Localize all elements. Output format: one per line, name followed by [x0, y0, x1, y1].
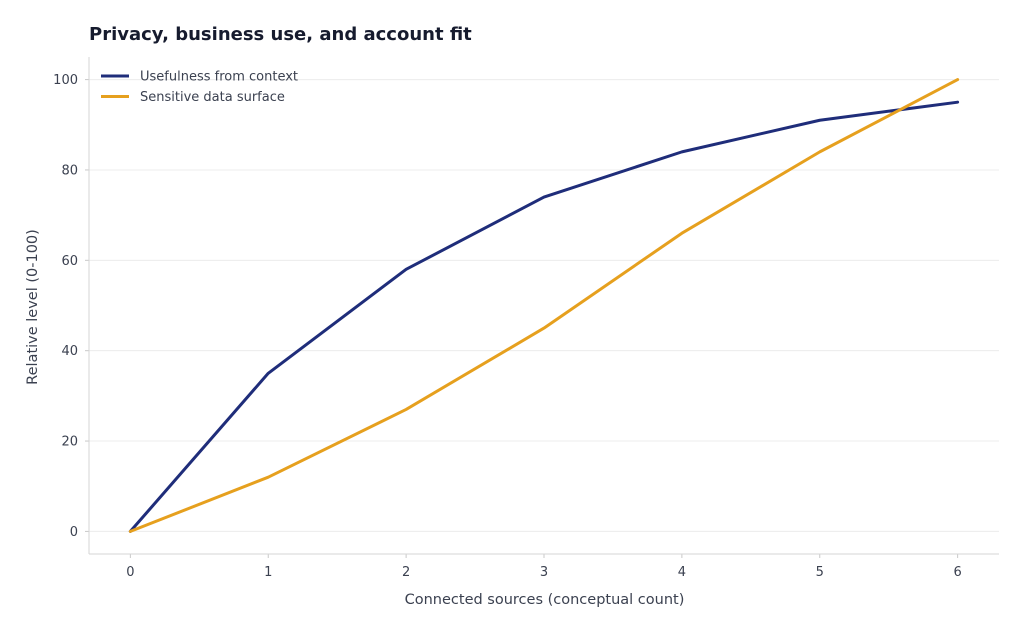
y-tick-label-20: 20 [61, 435, 78, 450]
series-line-sensitive-data-surface [128, 78, 960, 533]
x-tick-label-5: 5 [816, 565, 824, 580]
x-tick-label-2: 2 [402, 565, 410, 580]
chart-title: Privacy, business use, and account fit [89, 24, 472, 45]
y-tick-label-100: 100 [53, 73, 78, 88]
y-tick-label-80: 80 [61, 163, 78, 178]
x-tick-label-6: 6 [953, 565, 961, 580]
y-tick-label-0: 0 [70, 525, 78, 540]
x-axis-label: Connected sources (conceptual count) [405, 592, 685, 608]
y-axis-label: Relative level (0-100) [25, 229, 41, 385]
axes: 0 20 40 60 80 100 0 1 2 3 4 5 6 [53, 57, 999, 580]
series-line-usefulness-from-context [128, 100, 960, 533]
y-tick-label-60: 60 [61, 254, 78, 269]
legend-label-sensitive-data-surface: Sensitive data surface [140, 90, 285, 105]
legend: Usefulness from context Sensitive data su… [101, 70, 298, 105]
y-tick-label-40: 40 [61, 344, 78, 359]
x-tick-label-3: 3 [540, 565, 548, 580]
data-series [128, 78, 960, 533]
x-tick-label-0: 0 [126, 565, 134, 580]
x-tick-label-1: 1 [264, 565, 272, 580]
grid-lines [89, 79, 999, 532]
legend-label-usefulness-from-context: Usefulness from context [140, 70, 298, 85]
x-tick-label-4: 4 [678, 565, 686, 580]
